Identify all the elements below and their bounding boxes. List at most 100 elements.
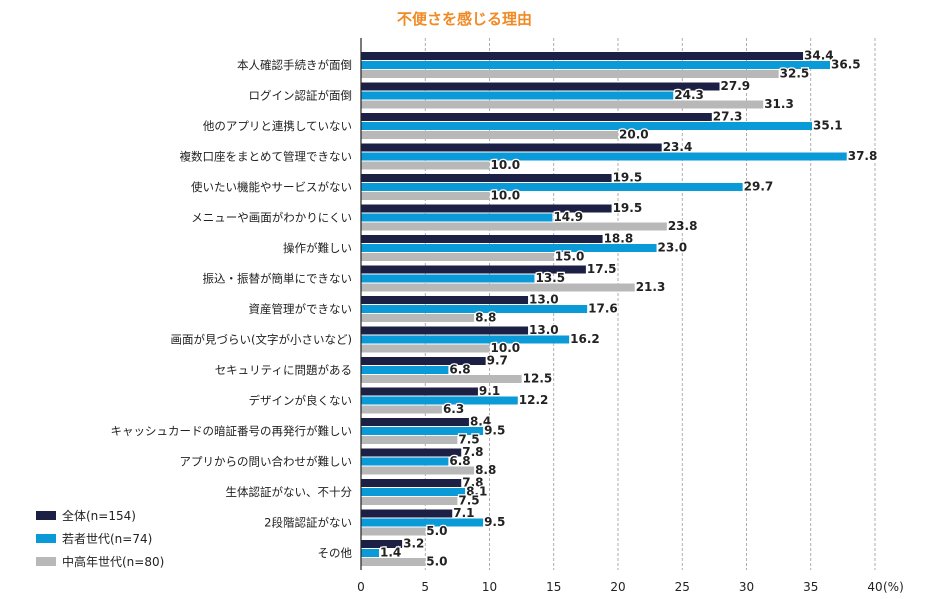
bar-s1-c4	[361, 183, 743, 191]
bar-s0-c10	[361, 357, 486, 365]
value-label-s0-c15: 7.1	[453, 506, 474, 520]
legend-swatch-young	[36, 534, 56, 543]
category-label-6: 操作が難しい	[283, 241, 352, 255]
bar-s1-c8	[361, 305, 588, 313]
legend-item-middle-aged: 中高年世代(n=80)	[36, 550, 164, 573]
bar-s0-c14	[361, 479, 462, 487]
chart-title: 不便さを感じる理由	[396, 10, 532, 28]
value-label-s2-c3: 10.0	[491, 158, 521, 172]
value-label-s0-c12: 8.4	[470, 415, 491, 429]
bar-s1-c14	[361, 488, 466, 496]
bar-s1-c15	[361, 518, 484, 527]
category-label-8: 資産管理ができない	[249, 302, 353, 316]
value-label-s1-c16: 1.4	[380, 546, 401, 560]
bar-s1-c2	[361, 122, 813, 130]
bar-s1-c0	[361, 61, 831, 69]
bar-s2-c5	[361, 222, 667, 231]
legend-item-young: 若者世代(n=74)	[36, 527, 164, 550]
category-label-2: 他のアプリと連携していない	[203, 119, 352, 133]
value-label-s0-c10: 9.7	[487, 354, 508, 368]
value-label-s1-c13: 6.8	[449, 454, 470, 468]
bar-s2-c13	[361, 466, 475, 475]
bar-s2-c11	[361, 405, 442, 414]
value-label-s2-c12: 7.5	[458, 433, 479, 447]
value-label-s0-c13: 7.8	[462, 445, 483, 459]
value-label-s2-c9: 10.0	[491, 341, 521, 355]
category-label-5: メニューや画面がわかりにくい	[191, 211, 352, 225]
category-label-4: 使いたい機能やサービスがない	[191, 180, 352, 194]
value-label-s1-c3: 37.8	[848, 149, 878, 163]
value-label-s1-c11: 12.2	[519, 393, 549, 407]
x-unit-label: (%)	[883, 580, 904, 594]
bar-s2-c4	[361, 192, 490, 200]
bar-s2-c2	[361, 131, 618, 139]
category-label-14: 生体認証がない、不十分	[226, 485, 353, 499]
value-label-s0-c3: 23.4	[663, 140, 693, 154]
value-label-s1-c1: 24.3	[674, 88, 704, 102]
category-label-16: その他	[318, 546, 353, 560]
value-label-s2-c6: 15.0	[555, 250, 585, 264]
bar-s2-c10	[361, 375, 522, 383]
bar-s2-c12	[361, 436, 458, 444]
value-label-s1-c0: 36.5	[831, 58, 861, 72]
value-label-s0-c14: 7.8	[462, 476, 483, 490]
value-label-s0-c1: 27.9	[721, 79, 751, 93]
x-tick-label-35: 35	[803, 580, 818, 594]
value-label-s0-c9: 13.0	[529, 323, 559, 337]
value-label-s1-c5: 14.9	[553, 210, 583, 224]
bar-s2-c7	[361, 283, 635, 292]
bar-s0-c7	[361, 265, 586, 274]
value-label-s2-c8: 8.8	[475, 311, 496, 325]
category-label-15: 2段階認証がない	[264, 516, 352, 530]
bar-s2-c8	[361, 314, 475, 322]
bar-s1-c11	[361, 396, 518, 405]
value-label-s0-c7: 17.5	[587, 262, 617, 276]
bar-s0-c5	[361, 204, 612, 213]
bar-s0-c16	[361, 540, 403, 548]
value-label-s1-c7: 13.5	[535, 271, 565, 285]
bar-s0-c6	[361, 235, 603, 243]
value-label-s1-c8: 17.6	[588, 302, 618, 316]
value-label-s0-c16: 3.2	[403, 537, 424, 551]
value-label-s0-c8: 13.0	[529, 293, 559, 307]
bar-s0-c12	[361, 418, 469, 426]
value-label-s2-c0: 32.5	[780, 67, 810, 81]
bar-s2-c0	[361, 70, 779, 78]
category-label-3: 複数口座をまとめて管理できない	[180, 150, 353, 164]
bar-s2-c6	[361, 253, 554, 261]
legend-item-overall: 全体(n=154)	[36, 504, 164, 527]
category-label-0: 本人確認手続きが面倒	[237, 58, 352, 72]
x-tick-label-30: 30	[739, 580, 754, 594]
category-label-9: 画面が見づらい(文字が小さいなど)	[171, 333, 352, 347]
value-label-s2-c1: 31.3	[764, 97, 794, 111]
legend-swatch-overall	[36, 511, 56, 520]
value-label-s1-c6: 23.0	[658, 241, 688, 255]
category-label-11: デザインが良くない	[249, 394, 353, 408]
value-label-s2-c14: 7.5	[458, 494, 479, 508]
value-label-s2-c4: 10.0	[491, 189, 521, 203]
category-label-13: アプリからの問い合わせが難しい	[180, 455, 353, 469]
value-label-s2-c16: 5.0	[426, 555, 447, 569]
bar-s0-c3	[361, 143, 662, 152]
bar-s0-c9	[361, 326, 529, 335]
value-label-s2-c13: 8.8	[475, 463, 496, 477]
bar-s1-c9	[361, 335, 570, 344]
value-label-s1-c15: 9.5	[484, 515, 505, 529]
value-label-s2-c7: 21.3	[636, 280, 666, 294]
value-label-s0-c4: 19.5	[613, 171, 643, 185]
bar-s2-c14	[361, 497, 458, 505]
category-label-10: セキュリティに問題がある	[215, 363, 352, 377]
bar-s1-c6	[361, 244, 657, 252]
value-label-s1-c4: 29.7	[744, 180, 774, 194]
value-label-s1-c2: 35.1	[813, 119, 843, 133]
bar-s1-c7	[361, 274, 535, 283]
category-label-1: ログイン認証が面倒	[249, 89, 353, 103]
bar-s1-c3	[361, 152, 847, 161]
legend-swatch-middle-aged	[36, 557, 56, 566]
x-tick-label-5: 5	[421, 580, 429, 594]
bar-s1-c16	[361, 549, 379, 557]
x-tick-label-0: 0	[357, 580, 365, 594]
bar-s2-c16	[361, 558, 426, 566]
bar-s0-c1	[361, 82, 720, 91]
